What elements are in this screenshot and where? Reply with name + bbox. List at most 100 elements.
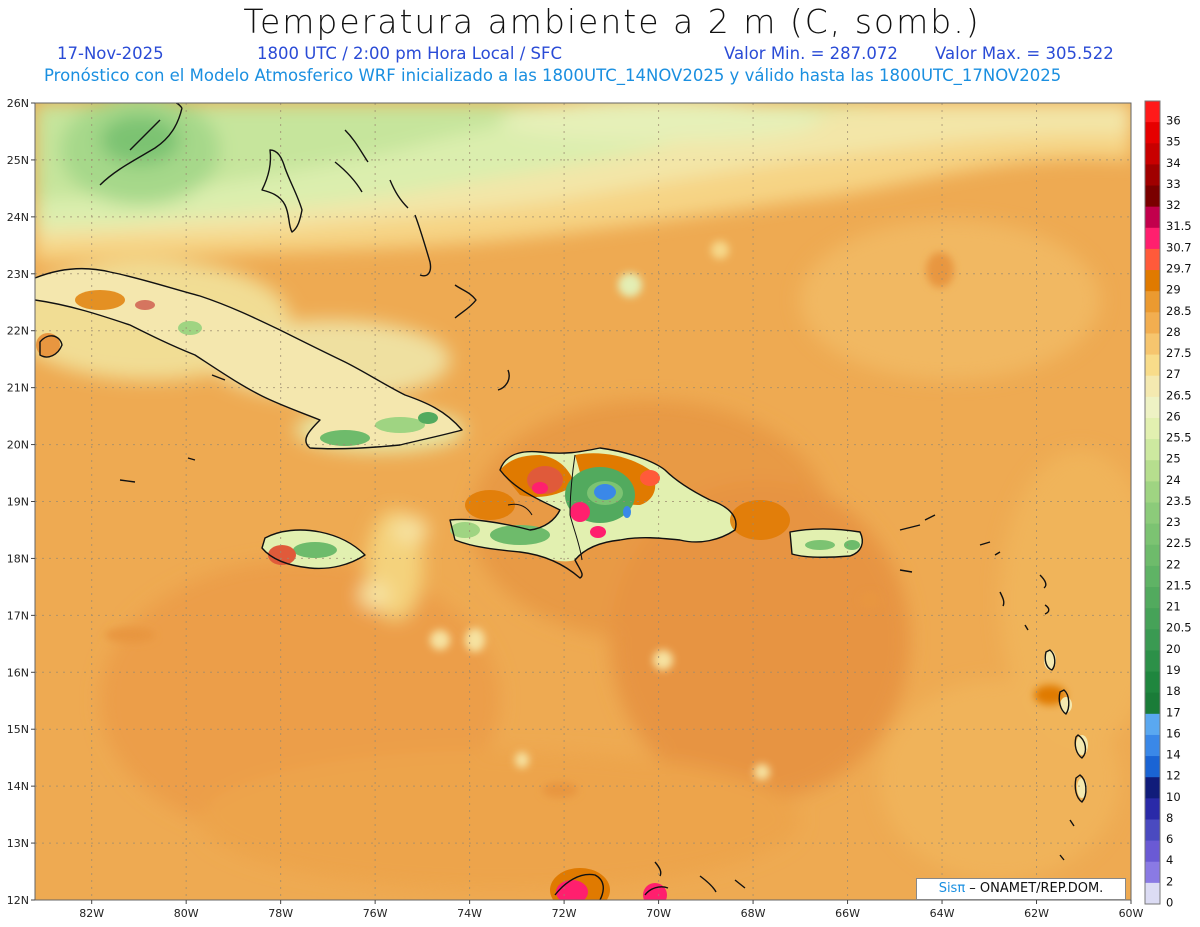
latitude-tick-label: 12N bbox=[7, 894, 29, 907]
hispaniola-field bbox=[450, 448, 790, 562]
latitude-tick-label: 16N bbox=[7, 666, 29, 679]
colorbar-swatch bbox=[1145, 291, 1160, 313]
colorbar-swatch bbox=[1145, 777, 1160, 799]
latitude-tick-label: 20N bbox=[7, 439, 29, 452]
colorbar-swatch bbox=[1145, 692, 1160, 715]
colorbar-label: 21 bbox=[1166, 600, 1181, 614]
longitude-tick-label: 72W bbox=[552, 907, 577, 920]
colorbar-swatch bbox=[1145, 544, 1160, 567]
colorbar-label: 0 bbox=[1166, 895, 1173, 909]
latitude-tick-label: 17N bbox=[7, 609, 29, 622]
colorbar-swatch bbox=[1145, 587, 1160, 609]
colorbar-swatch bbox=[1145, 882, 1160, 905]
colorbar-swatch bbox=[1145, 185, 1160, 208]
colorbar-swatch bbox=[1145, 756, 1160, 778]
date-label: 17-Nov-2025 bbox=[57, 44, 164, 63]
max-value-label: Valor Max. = 305.522 bbox=[935, 44, 1114, 63]
time-label: 1800 UTC / 2:00 pm Hora Local / SFC bbox=[257, 44, 563, 63]
gridlines bbox=[35, 103, 1131, 900]
colorbar-label: 27.5 bbox=[1166, 346, 1192, 360]
colorbar-label: 36 bbox=[1166, 114, 1181, 128]
colorbar-label: 18 bbox=[1166, 684, 1181, 698]
latitude-tick-label: 22N bbox=[7, 325, 29, 338]
colorbar-swatch bbox=[1145, 227, 1160, 250]
coastlines bbox=[35, 103, 1087, 900]
colorbar-label: 22.5 bbox=[1166, 536, 1192, 550]
colorbar-label: 19 bbox=[1166, 663, 1181, 677]
latitude-tick-label: 25N bbox=[7, 154, 29, 167]
colorbar-swatch bbox=[1145, 206, 1160, 229]
colorbar-label: 34 bbox=[1166, 156, 1181, 170]
colorbar-swatch bbox=[1145, 713, 1160, 736]
latitude-tick-label: 19N bbox=[7, 496, 29, 509]
map-title: Temperatura ambiente a 2 m (C, somb.) bbox=[243, 2, 981, 41]
longitude-tick-label: 74W bbox=[457, 907, 482, 920]
colorbar-swatch bbox=[1145, 629, 1160, 651]
colorbar-swatch bbox=[1145, 523, 1160, 546]
longitude-tick-label: 70W bbox=[646, 907, 671, 920]
colorbar-label: 27 bbox=[1166, 367, 1181, 381]
colorbar-label: 16 bbox=[1166, 726, 1181, 740]
colorbar-label: 8 bbox=[1166, 811, 1173, 825]
colorbar-swatch bbox=[1145, 143, 1160, 165]
colorbar-label: 23 bbox=[1166, 515, 1181, 529]
longitude-tick-label: 80W bbox=[174, 907, 199, 920]
colorbar-swatch bbox=[1145, 481, 1160, 503]
colorbar-label: 24 bbox=[1166, 473, 1181, 487]
credit-box: Sisπ – ONAMET/REP.DOM. bbox=[916, 878, 1126, 900]
colorbar-swatch bbox=[1145, 164, 1160, 187]
longitude-tick-label: 82W bbox=[79, 907, 104, 920]
longitude-tick-label: 68W bbox=[741, 907, 766, 920]
colorbar-swatch bbox=[1145, 312, 1160, 334]
colorbar-label: 33 bbox=[1166, 177, 1181, 191]
temperature-field bbox=[35, 103, 1131, 900]
colorbar-label: 2 bbox=[1166, 874, 1173, 888]
forecast-description: Pronóstico con el Modelo Atmosferico WRF… bbox=[44, 66, 1062, 85]
colorbar-swatch bbox=[1145, 101, 1160, 123]
colorbar-label: 26.5 bbox=[1166, 388, 1192, 402]
colorbar-swatch bbox=[1145, 396, 1160, 419]
colorbar-label: 30.7 bbox=[1166, 240, 1192, 254]
colorbar-label: 12 bbox=[1166, 769, 1181, 783]
longitude-tick-label: 62W bbox=[1024, 907, 1049, 920]
longitude-tick-label: 66W bbox=[835, 907, 860, 920]
colorbar-label: 31.5 bbox=[1166, 219, 1192, 233]
latitude-tick-label: 18N bbox=[7, 552, 29, 565]
colorbar-label: 20.5 bbox=[1166, 621, 1192, 635]
colorbar-label: 23.5 bbox=[1166, 494, 1192, 508]
credit-label: – ONAMET/REP.DOM. bbox=[965, 881, 1104, 896]
colorbar-label: 28 bbox=[1166, 325, 1181, 339]
colorbar-swatch bbox=[1145, 608, 1160, 630]
colorbar-label: 28.5 bbox=[1166, 304, 1192, 318]
colorbar-label: 26 bbox=[1166, 409, 1181, 423]
colorbar-label: 25.5 bbox=[1166, 431, 1192, 445]
colorbar-swatch bbox=[1145, 502, 1160, 525]
colorbar-label: 6 bbox=[1166, 832, 1173, 846]
colorbar-label: 10 bbox=[1166, 790, 1181, 804]
colorbar-swatch bbox=[1145, 565, 1160, 588]
colorbar-swatch bbox=[1145, 439, 1160, 461]
puerto-rico-field bbox=[790, 529, 863, 558]
colorbar-label: 22 bbox=[1166, 557, 1181, 571]
min-value-label: Valor Min. = 287.072 bbox=[724, 44, 898, 63]
colorbar-swatch bbox=[1145, 333, 1160, 356]
longitude-tick-label: 64W bbox=[930, 907, 955, 920]
colorbar-swatch bbox=[1145, 354, 1160, 377]
longitude-tick-label: 78W bbox=[268, 907, 293, 920]
colorbar: 363534333231.530.729.72928.52827.52726.5… bbox=[1144, 100, 1192, 909]
latitude-tick-label: 13N bbox=[7, 837, 29, 850]
latitude-tick-label: 14N bbox=[7, 780, 29, 793]
colorbar-swatch bbox=[1145, 460, 1160, 482]
colorbar-swatch bbox=[1145, 819, 1160, 842]
convective-cells bbox=[105, 241, 1066, 798]
colorbar-label: 35 bbox=[1166, 135, 1181, 149]
colorbar-label: 17 bbox=[1166, 705, 1181, 719]
colorbar-swatch bbox=[1145, 840, 1160, 863]
longitude-tick-label: 60W bbox=[1119, 907, 1144, 920]
colorbar-swatch bbox=[1145, 798, 1160, 820]
colorbar-swatch bbox=[1145, 375, 1160, 398]
colorbar-label: 14 bbox=[1166, 748, 1181, 762]
colorbar-swatch bbox=[1145, 270, 1160, 292]
longitude-axis: 82W 80W 78W 76W 74W 72W 70W 68W 66W 64W 62W 60W bbox=[79, 900, 1144, 920]
